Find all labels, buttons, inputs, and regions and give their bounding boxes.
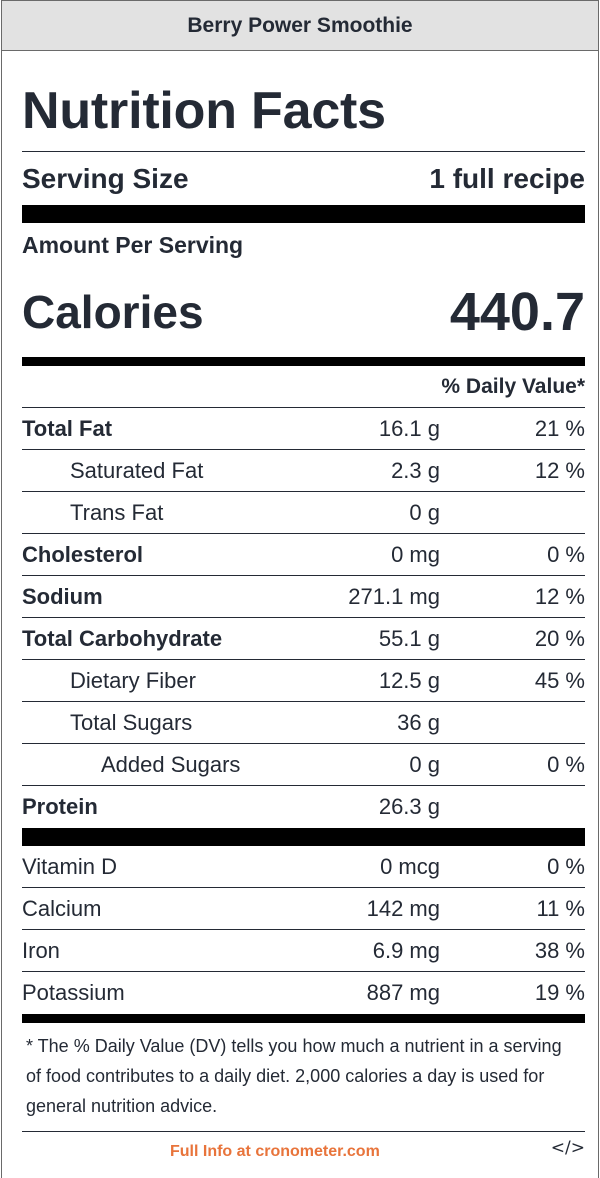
nutrient-dv: 12 % <box>534 457 585 483</box>
calories-value: 440.7 <box>449 282 585 342</box>
nutrient-dv: 0 % <box>547 853 585 879</box>
nutrient-dv: 12 % <box>534 583 585 609</box>
nutrient-name: Sodium <box>22 583 103 609</box>
serving-size-label: Serving Size <box>22 162 189 194</box>
nutrient-amount: 0 mg <box>391 541 440 567</box>
thick-divider <box>22 828 585 846</box>
serving-size-value: 1 full recipe <box>429 162 585 194</box>
daily-value-footnote: * The % Daily Value (DV) tells you how m… <box>22 1023 585 1132</box>
footer: Full Info at cronometer.com </> <box>22 1132 585 1172</box>
amount-per-serving: Amount Per Serving <box>22 231 244 258</box>
medium-divider <box>22 357 585 366</box>
calories-label: Calories <box>22 286 204 338</box>
nutrient-amount: 0 g <box>409 499 440 525</box>
thick-divider <box>22 205 585 223</box>
nutrient-amount: 55.1 g <box>378 625 440 651</box>
nutrient-amount: 887 mg <box>366 980 440 1005</box>
nutrient-amount: 12.5 g <box>378 667 440 693</box>
nutrient-amount: 271.1 mg <box>348 583 440 609</box>
nutrient-amount: 26.3 g <box>378 794 440 819</box>
nutrient-amount: 0 g <box>409 751 440 777</box>
nutrient-name: Cholesterol <box>22 541 144 567</box>
nutrition-label: Nutrition Facts Serving Size 1 full reci… <box>22 51 585 1172</box>
nutrient-dv: 20 % <box>534 625 585 651</box>
micronutrient-row-vitamin-d: Vitamin D 0 mcg 0 % <box>22 846 585 888</box>
nutrient-name: Calcium <box>22 895 102 921</box>
embed-code-icon[interactable]: </> <box>550 1138 585 1158</box>
nutrient-row-trans-fat: Trans Fat 0 g <box>22 492 585 534</box>
nutrient-dv: 21 % <box>534 415 585 441</box>
daily-value-header: % Daily Value* <box>22 366 585 408</box>
nutrient-name: Vitamin D <box>22 853 117 879</box>
medium-divider <box>22 1014 585 1023</box>
nutrient-name: Protein <box>22 794 98 819</box>
nutrient-name: Saturated Fat <box>70 457 204 483</box>
nutrient-name: Total Carbohydrate <box>22 625 223 651</box>
nutrient-amount: 6.9 mg <box>372 937 440 963</box>
nutrient-dv: 11 % <box>536 895 585 921</box>
nutrient-dv: 38 % <box>534 937 585 963</box>
nutrition-facts-heading: Nutrition Facts <box>22 82 386 140</box>
nutrient-row-dietary-fiber: Dietary Fiber 12.5 g 45 % <box>22 660 585 702</box>
nutrient-name: Potassium <box>22 980 125 1005</box>
nutrient-dv: 0 % <box>547 751 585 777</box>
micronutrient-row-iron: Iron 6.9 mg 38 % <box>22 930 585 972</box>
nutrient-name: Trans Fat <box>70 499 164 525</box>
nutrient-amount: 36 g <box>397 709 440 735</box>
divider <box>22 151 585 152</box>
nutrient-dv: 45 % <box>534 667 585 693</box>
serving-size-row: Serving Size 1 full recipe <box>22 152 585 205</box>
nutrient-name: Total Fat <box>22 415 113 441</box>
nutrient-dv: 0 % <box>547 541 585 567</box>
nutrient-name: Total Sugars <box>70 709 193 735</box>
nutrient-amount: 142 mg <box>366 895 440 921</box>
nutrient-amount: 16.1 g <box>378 415 440 441</box>
nutrient-row-total-sugars: Total Sugars 36 g <box>22 702 585 744</box>
nutrient-row-total-carbohydrate: Total Carbohydrate 55.1 g 20 % <box>22 618 585 660</box>
nutrient-amount: 0 mcg <box>380 853 440 879</box>
nutrient-dv: 19 % <box>534 980 585 1005</box>
cronometer-link[interactable]: Full Info at cronometer.com <box>170 1143 380 1160</box>
nutrient-row-protein: Protein 26.3 g <box>22 786 585 828</box>
recipe-title: Berry Power Smoothie <box>2 1 598 51</box>
nutrient-row-saturated-fat: Saturated Fat 2.3 g 12 % <box>22 450 585 492</box>
nutrient-name: Added Sugars <box>101 751 241 777</box>
nutrient-row-sodium: Sodium 271.1 mg 12 % <box>22 576 585 618</box>
micronutrient-row-potassium: Potassium 887 mg 19 % <box>22 972 585 1014</box>
micronutrient-row-calcium: Calcium 142 mg 11 % <box>22 888 585 930</box>
nutrient-row-added-sugars: Added Sugars 0 g 0 % <box>22 744 585 786</box>
nutrient-amount: 2.3 g <box>391 457 440 483</box>
nutrient-name: Dietary Fiber <box>70 667 196 693</box>
calories-row: Calories 440.7 <box>22 267 585 357</box>
nutrient-row-total-fat: Total Fat 16.1 g 21 % <box>22 408 585 450</box>
nutrient-row-cholesterol: Cholesterol 0 mg 0 % <box>22 534 585 576</box>
nutrient-name: Iron <box>22 937 60 963</box>
